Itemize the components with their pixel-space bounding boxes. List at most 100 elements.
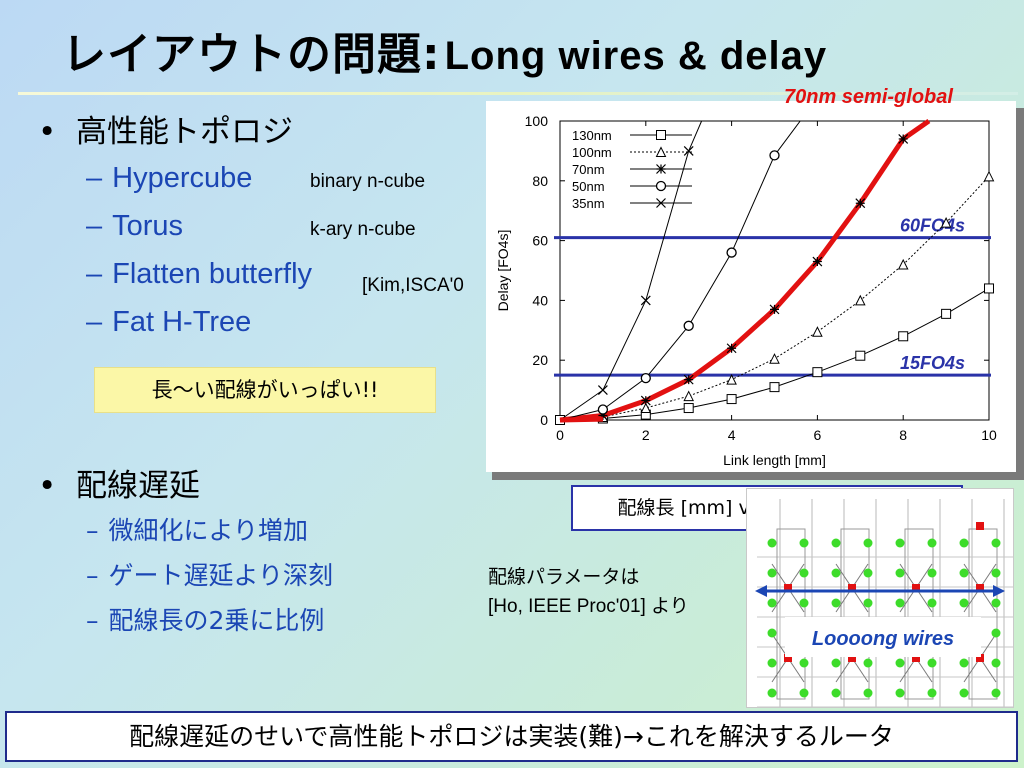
x-tick-label: 0 bbox=[556, 427, 564, 443]
data-point bbox=[983, 170, 995, 182]
mesh-node bbox=[799, 688, 809, 698]
data-point bbox=[898, 134, 909, 144]
data-point bbox=[897, 258, 909, 270]
mesh-router bbox=[976, 654, 984, 662]
delay-item-gate-delay: – ゲート遅延より深刻 bbox=[86, 561, 334, 590]
data-point bbox=[769, 304, 780, 315]
title-underline bbox=[18, 92, 1018, 95]
topology-item-torus: – Torus k-ary n-cube bbox=[38, 202, 498, 250]
mesh-node bbox=[991, 538, 1001, 548]
data-point bbox=[683, 403, 694, 414]
data-point bbox=[656, 164, 666, 174]
data-point bbox=[640, 395, 651, 406]
y-tick-label: 0 bbox=[540, 412, 548, 428]
data-point bbox=[854, 294, 866, 306]
mesh-trunk bbox=[840, 528, 870, 700]
x-tick-label: 10 bbox=[981, 427, 997, 443]
topology-note-flatten-butterfly: [Kim,ISCA'0 bbox=[362, 275, 464, 296]
slide-title-sub: Long wires & delay bbox=[444, 34, 828, 78]
data-point bbox=[941, 308, 952, 319]
bottom-banner: 配線遅延のせいで高性能トポロジは実装(難)→これを解決するルータ bbox=[5, 711, 1018, 762]
data-point bbox=[812, 256, 823, 267]
mesh-router bbox=[784, 654, 792, 662]
mesh-node bbox=[927, 598, 937, 608]
data-point bbox=[640, 372, 651, 384]
data-point bbox=[726, 394, 737, 405]
mesh-node bbox=[959, 568, 969, 578]
x-tick-label: 2 bbox=[642, 427, 650, 443]
data-point bbox=[812, 326, 823, 337]
reference-line-label: 60FO4s bbox=[900, 216, 965, 236]
long-wires-callout: 長～い配線がいっぱい!! bbox=[94, 367, 436, 413]
mesh-node bbox=[895, 658, 905, 668]
mesh-node bbox=[895, 568, 905, 578]
reference-line-label: 15FO4s bbox=[900, 353, 965, 373]
legend-label: 35nm bbox=[572, 196, 605, 211]
legend-label: 130nm bbox=[572, 128, 612, 143]
mesh-node bbox=[831, 538, 841, 548]
data-point bbox=[769, 382, 780, 393]
data-point bbox=[812, 367, 823, 378]
delay-item-quadratic: – 配線長の2乗に比例 bbox=[86, 606, 325, 635]
mesh-node bbox=[831, 688, 841, 698]
mesh-router bbox=[912, 654, 920, 662]
data-point bbox=[597, 404, 609, 415]
parameter-note-line1: 配線パラメータは bbox=[488, 567, 640, 588]
loooong-wires-label: Loooong wires bbox=[812, 628, 954, 650]
mesh-node bbox=[799, 568, 809, 578]
slide-title-main: レイアウトの問題: bbox=[62, 29, 441, 80]
mesh-node bbox=[959, 538, 969, 548]
mesh-node bbox=[831, 568, 841, 578]
data-point bbox=[656, 198, 666, 208]
delay-chart-panel: 0 2 4 6 8 10 0 20 40 60 80 100 Link length [mm] Delay… bbox=[486, 101, 1016, 472]
mesh-node bbox=[863, 568, 873, 578]
delay-bullet-list: • 配線遅延 – 微細化により増加 – ゲート遅延より深刻 – 配線長の2乗に比例 bbox=[38, 464, 508, 643]
plot-frame bbox=[559, 120, 990, 421]
topology-note-torus: k-ary n-cube bbox=[310, 219, 416, 240]
legend-label: 70nm bbox=[572, 162, 605, 177]
mesh-layout-drawing: Loooong wires bbox=[755, 499, 1013, 707]
arrow-head-right bbox=[993, 585, 1005, 597]
x-tick-label: 8 bbox=[899, 427, 907, 443]
mesh-node bbox=[767, 538, 777, 548]
y-tick-label: 40 bbox=[532, 292, 548, 308]
mesh-node bbox=[991, 628, 1001, 638]
data-point bbox=[855, 198, 866, 209]
data-point bbox=[640, 402, 652, 414]
mesh-router bbox=[976, 584, 984, 592]
series-line-70nm bbox=[559, 118, 931, 423]
topology-note-hypercube: binary n-cube bbox=[310, 171, 426, 192]
mesh-trunk bbox=[968, 528, 998, 700]
mesh-node bbox=[895, 688, 905, 698]
mesh-node bbox=[895, 538, 905, 548]
mesh-node bbox=[991, 598, 1001, 608]
mesh-node bbox=[831, 598, 841, 608]
legend-label: 100nm bbox=[572, 145, 612, 160]
topology-heading: • 高性能トポロジ bbox=[38, 114, 293, 150]
topology-bullet-list: • 高性能トポロジ – Hypercube binary n-cube – Torus… bbox=[38, 110, 498, 346]
y-tick-label: 100 bbox=[525, 113, 549, 129]
x-tick-label: 6 bbox=[814, 427, 822, 443]
mesh-layout-figure: Loooong wires bbox=[746, 488, 1014, 708]
mesh-trunk bbox=[904, 528, 934, 700]
mesh-router bbox=[976, 522, 984, 530]
mesh-node bbox=[991, 658, 1001, 668]
data-point bbox=[597, 385, 608, 396]
mesh-node bbox=[767, 688, 777, 698]
legend-label: 50nm bbox=[572, 179, 605, 194]
data-point bbox=[769, 150, 780, 161]
mesh-node bbox=[767, 568, 777, 578]
data-point bbox=[655, 146, 667, 157]
y-tick-label: 80 bbox=[532, 173, 548, 189]
data-point bbox=[898, 331, 909, 342]
mesh-trunk bbox=[776, 528, 806, 700]
x-axis-label: Link length [mm] bbox=[723, 452, 826, 468]
mesh-node bbox=[863, 658, 873, 668]
mesh-node bbox=[799, 538, 809, 548]
mesh-node bbox=[767, 598, 777, 608]
mesh-node bbox=[799, 658, 809, 668]
data-point bbox=[656, 130, 666, 140]
mesh-node bbox=[799, 598, 809, 608]
topology-item-flatten-butterfly: – Flatten butterfly [Kim,ISCA'0 bbox=[38, 250, 498, 298]
